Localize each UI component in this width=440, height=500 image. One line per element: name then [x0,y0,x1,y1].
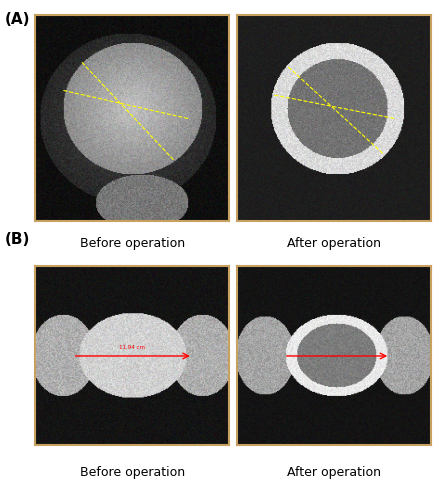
Text: (A): (A) [4,12,30,28]
Text: Before operation: Before operation [80,466,185,478]
Text: 11.94 cm: 11.94 cm [119,346,145,350]
Text: After operation: After operation [287,466,381,478]
Text: (B): (B) [4,232,30,248]
Text: After operation: After operation [287,237,381,250]
Text: Before operation: Before operation [80,237,185,250]
